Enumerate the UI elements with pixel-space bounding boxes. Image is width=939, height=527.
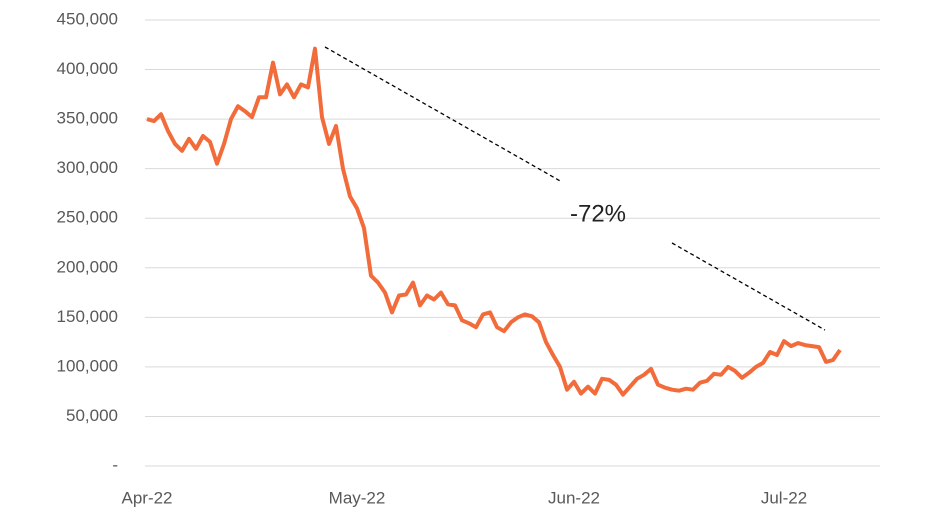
y-tick-label: 150,000 bbox=[57, 307, 118, 326]
x-tick-label: May-22 bbox=[329, 488, 386, 507]
x-tick-label: Jun-22 bbox=[548, 488, 600, 507]
y-tick-label: 350,000 bbox=[57, 109, 118, 128]
y-tick-label: 100,000 bbox=[57, 356, 118, 375]
trend-arrow bbox=[671, 242, 826, 331]
y-tick-label: 200,000 bbox=[57, 257, 118, 276]
annotation: -72% bbox=[570, 200, 626, 227]
x-tick-label: Apr-22 bbox=[121, 488, 172, 507]
y-tick-label: - bbox=[112, 455, 118, 474]
y-tick-label: 450,000 bbox=[57, 9, 118, 28]
series-line bbox=[146, 46, 842, 397]
trend-arrow bbox=[324, 46, 563, 183]
x-tick-label: Jul-22 bbox=[761, 488, 807, 507]
y-tick-label: 250,000 bbox=[57, 208, 118, 227]
y-tick-label: 50,000 bbox=[66, 406, 118, 425]
y-tick-label: 400,000 bbox=[57, 59, 118, 78]
y-tick-label: 300,000 bbox=[57, 158, 118, 177]
